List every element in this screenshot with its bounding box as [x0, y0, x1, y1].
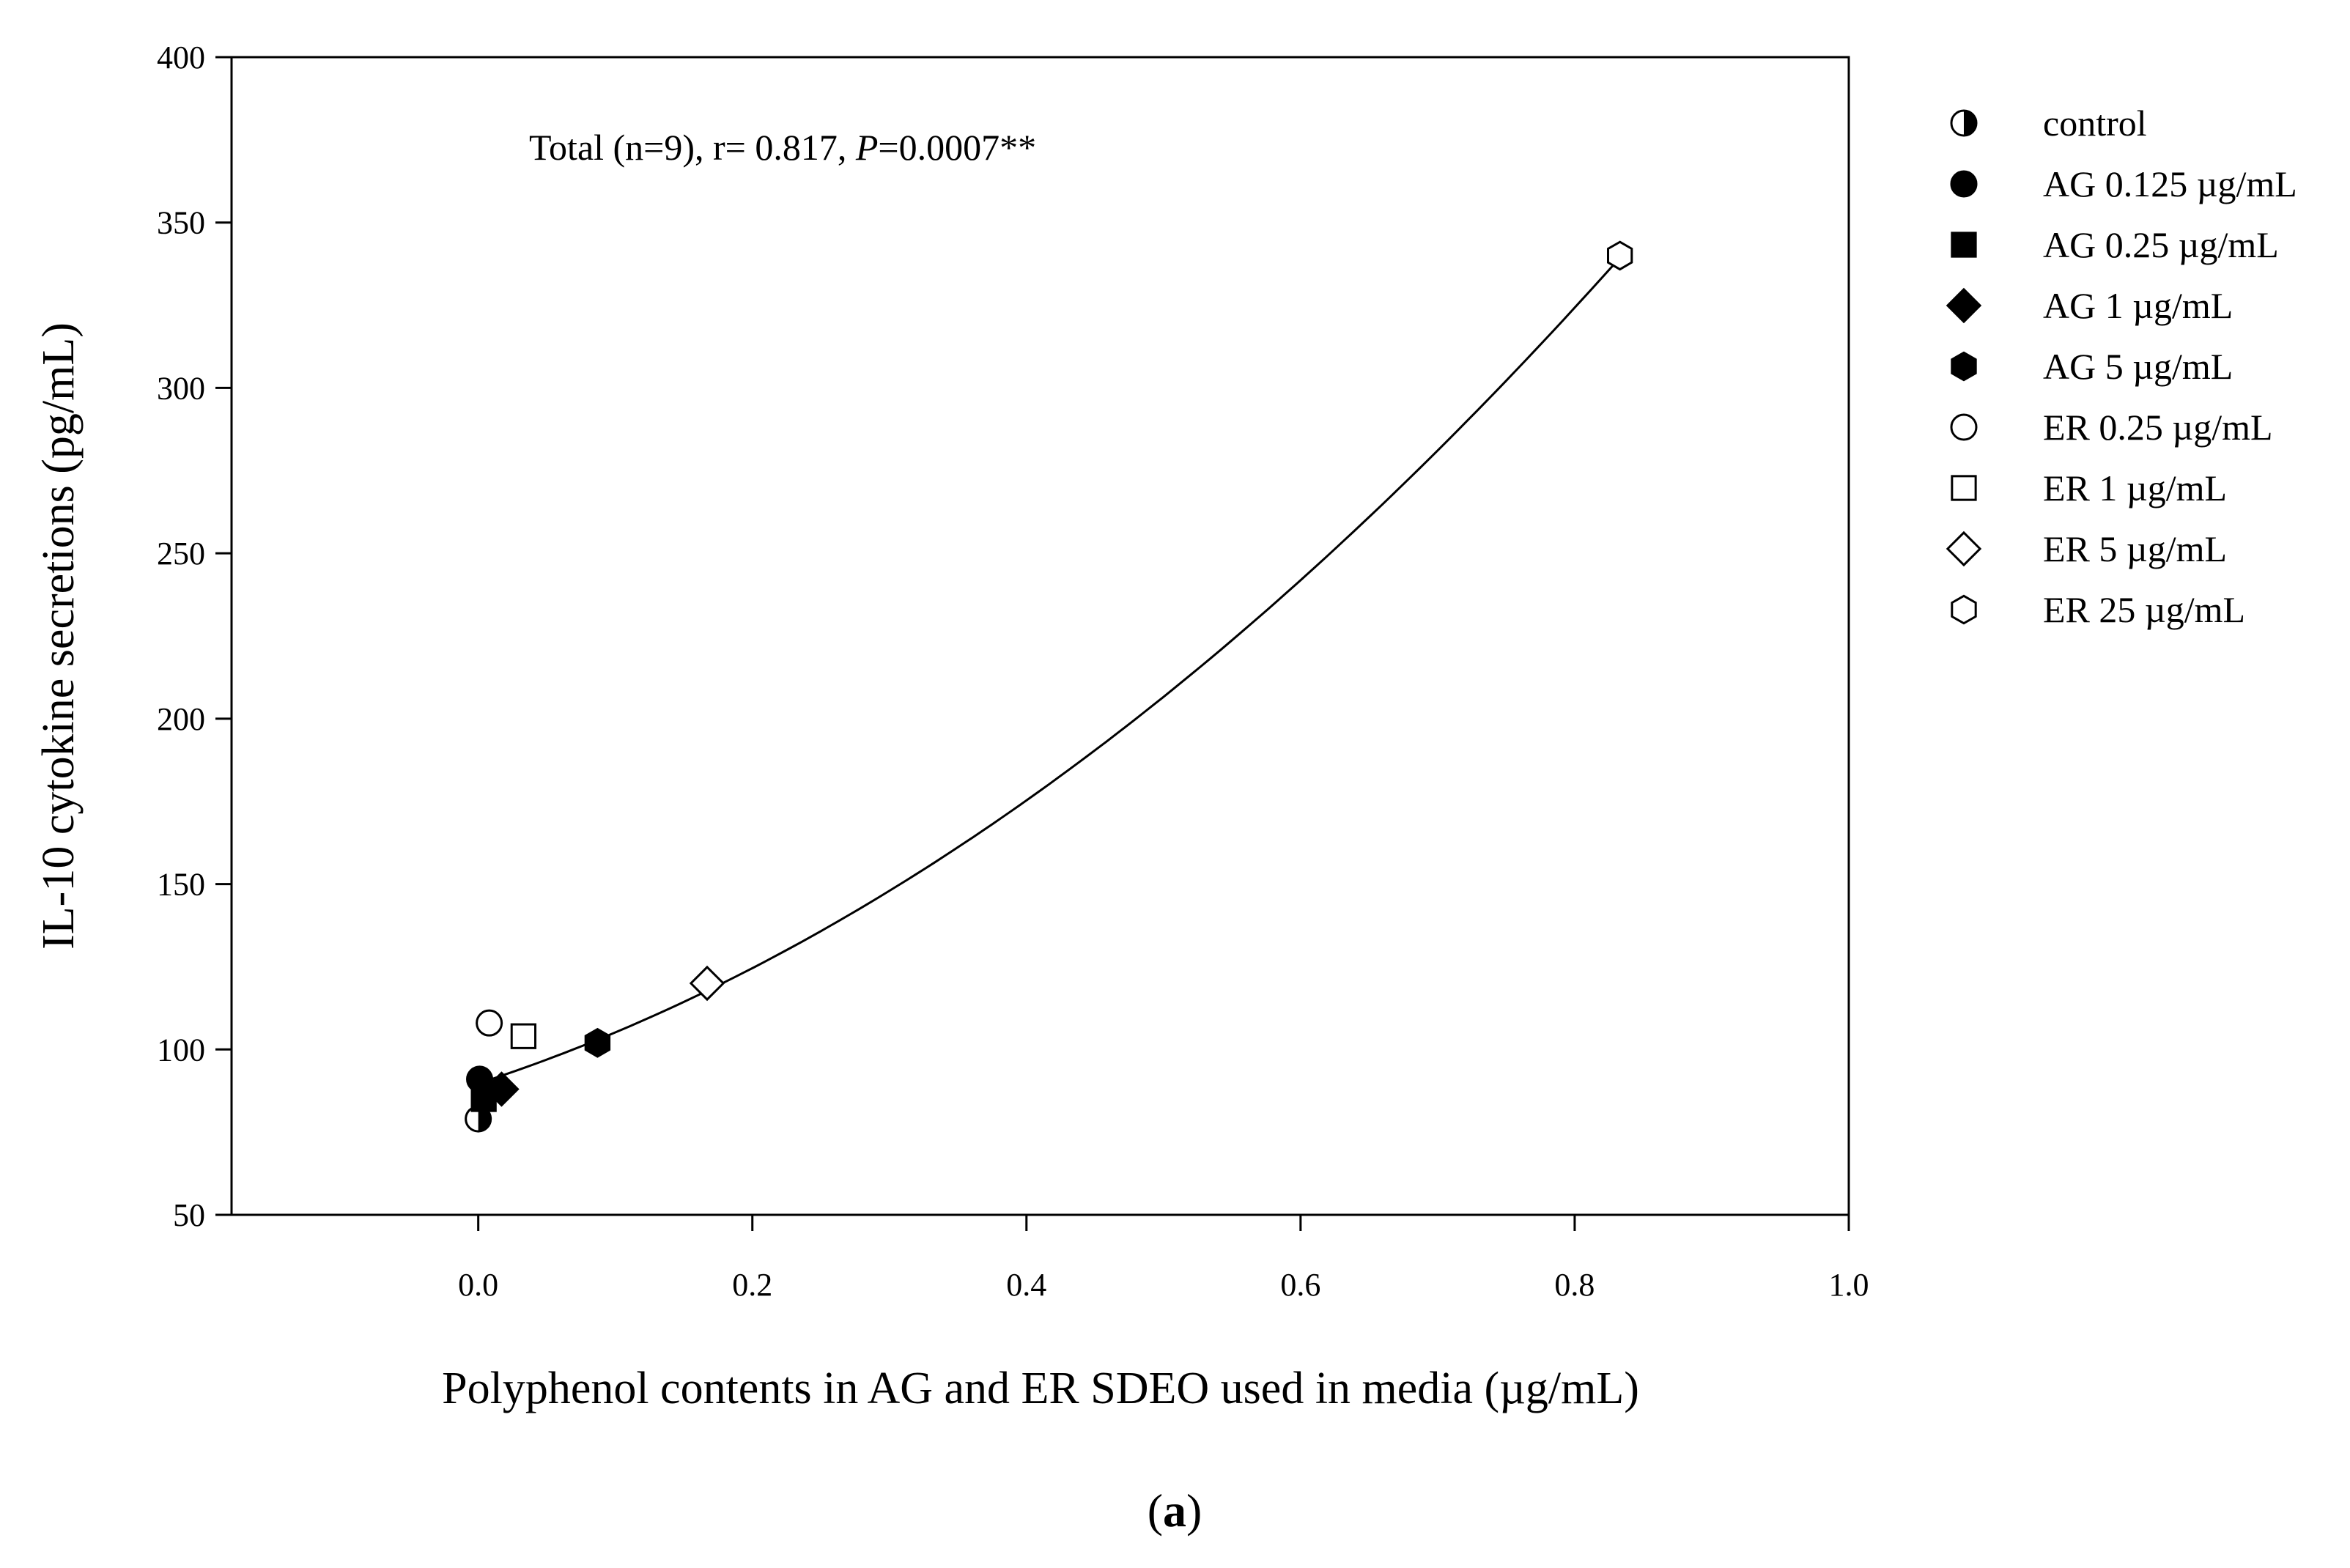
y-tick-label: 100	[157, 1032, 205, 1068]
data-point-4	[584, 1027, 611, 1058]
legend-marker	[1951, 351, 1977, 382]
y-tick-label: 200	[157, 701, 205, 737]
legend-label: ER 5 µg/mL	[2043, 528, 2227, 569]
x-tick-label: 0.8	[1554, 1267, 1595, 1303]
legend-marker	[1946, 530, 1982, 567]
fit-curve	[478, 256, 1621, 1085]
legend-label: ER 25 µg/mL	[2043, 589, 2245, 630]
legend-item: ER 25 µg/mL	[1951, 589, 2245, 630]
x-tick-label: 0.6	[1280, 1267, 1320, 1303]
x-tick-label: 1.0	[1829, 1267, 1869, 1303]
x-axis: 0.0 0.2 0.4 0.6 0.8 1.0	[458, 1215, 1869, 1303]
y-tick-label: 50	[173, 1197, 205, 1233]
legend-item: ER 0.25 µg/mL	[1950, 407, 2273, 448]
y-tick-label: 250	[157, 536, 205, 572]
y-axis: 50 100 150 200 250 300 350 400	[157, 40, 232, 1233]
data-points	[465, 240, 1633, 1133]
legend-label: ER 1 µg/mL	[2043, 467, 2227, 509]
annotation-stats: Total (n=9), r= 0.817, P=0.0007**	[529, 127, 1036, 168]
legend-item: ER 1 µg/mL	[1951, 467, 2227, 509]
y-tick-label: 400	[157, 40, 205, 75]
legend-marker	[1950, 413, 1978, 441]
legend-label: ER 0.25 µg/mL	[2043, 407, 2273, 448]
legend-label: AG 1 µg/mL	[2043, 285, 2233, 326]
legend-item: ER 5 µg/mL	[1946, 528, 2227, 569]
legend-label: AG 5 µg/mL	[2043, 346, 2233, 387]
legend-marker	[1946, 287, 1982, 324]
legend-item: AG 1 µg/mL	[1946, 285, 2233, 326]
x-axis-title: Polyphenol contents in AG and ER SDEO us…	[442, 1364, 1639, 1413]
legend: control AG 0.125 µg/mL AG 0.25 µg/mL AG 1 µ…	[1946, 103, 2297, 630]
legend-marker	[1951, 232, 1977, 258]
legend-item: control	[1950, 103, 2147, 144]
data-point-6	[510, 1023, 537, 1049]
legend-label: control	[2043, 103, 2147, 144]
data-point-8	[1607, 240, 1633, 271]
data-point-3	[484, 1071, 520, 1107]
panel-label: (a)	[1148, 1484, 1202, 1536]
legend-label: AG 0.25 µg/mL	[2043, 224, 2279, 265]
y-tick-label: 300	[157, 370, 205, 406]
plot-frame	[230, 56, 1850, 1216]
data-point-5	[476, 1009, 503, 1037]
legend-marker	[1951, 594, 1977, 625]
x-tick-label: 0.0	[458, 1267, 498, 1303]
legend-item: AG 0.25 µg/mL	[1951, 224, 2279, 265]
x-tick-label: 0.2	[732, 1267, 772, 1303]
legend-item: AG 0.125 µg/mL	[1950, 163, 2297, 204]
data-point-7	[689, 965, 725, 1002]
y-tick-label: 350	[157, 205, 205, 241]
y-tick-label: 150	[157, 867, 205, 903]
y-axis-title: IL-10 cytokine secretions (pg/mL)	[34, 322, 84, 950]
legend-marker	[1951, 475, 1977, 501]
x-tick-label: 0.4	[1006, 1267, 1046, 1303]
legend-marker	[1950, 170, 1978, 198]
legend-item: AG 5 µg/mL	[1951, 346, 2233, 387]
legend-label: AG 0.125 µg/mL	[2043, 163, 2297, 204]
legend-marker	[1950, 109, 1978, 137]
